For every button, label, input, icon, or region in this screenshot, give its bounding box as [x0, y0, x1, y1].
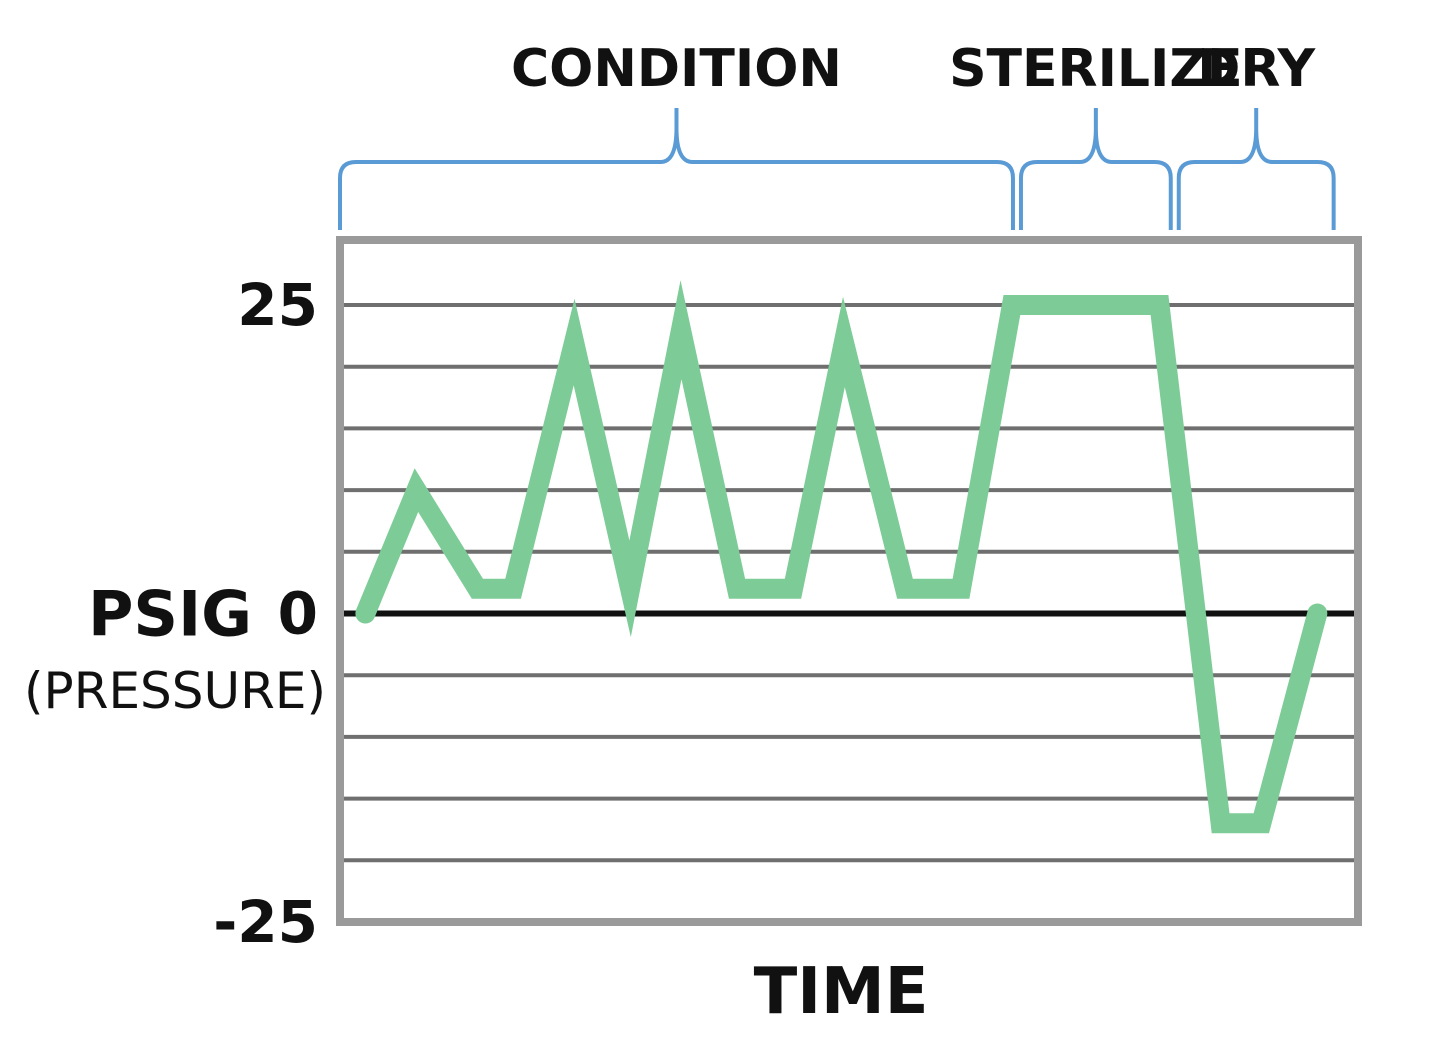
phase-brackets: [338, 108, 1336, 230]
phase-bracket: [1176, 108, 1336, 230]
plot-frame: [336, 236, 1362, 926]
phase-label: DRY: [1197, 39, 1316, 99]
y-tick-label: 0: [278, 580, 318, 648]
phase-bracket: [338, 108, 1015, 230]
x-axis-label: TIME: [754, 955, 929, 1029]
y-tick-label: -25: [213, 888, 318, 956]
phase-label: CONDITION: [511, 39, 842, 99]
y-axis-sublabel: (PRESSURE): [24, 662, 326, 720]
phase-label: STERILIZE: [949, 39, 1243, 99]
phase-bracket: [1018, 108, 1173, 230]
pressure-series-line: [355, 280, 1328, 834]
series-layer: [355, 280, 1328, 834]
y-tick-labels: 25 0 -25: [213, 271, 318, 956]
y-axis-label: PSIG: [88, 578, 252, 651]
y-tick-label: 25: [237, 271, 318, 339]
